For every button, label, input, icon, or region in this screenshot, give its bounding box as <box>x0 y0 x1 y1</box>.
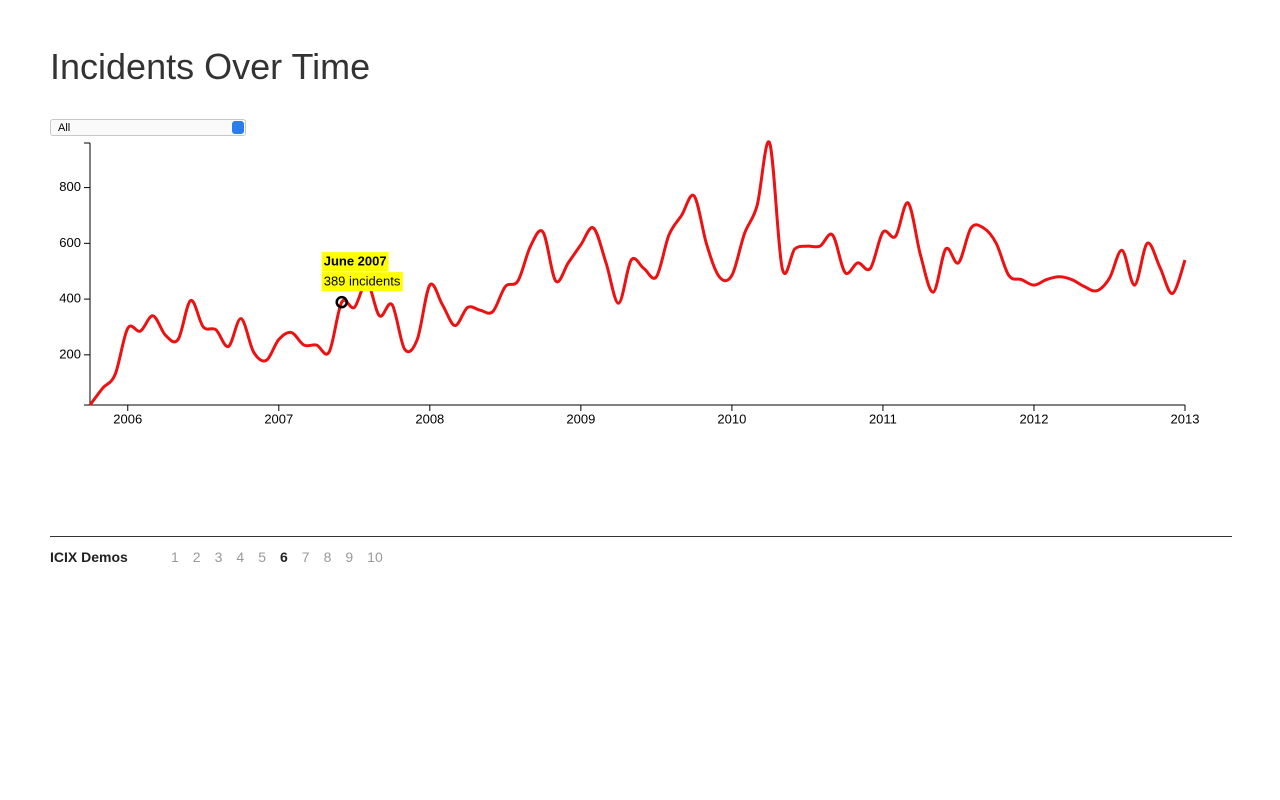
select-stepper <box>232 121 244 134</box>
x-tick-label: 2011 <box>869 411 897 426</box>
page-link[interactable]: 9 <box>345 549 354 565</box>
x-tick-label: 2012 <box>1020 411 1049 426</box>
tooltip-text: 389 incidents <box>324 274 401 289</box>
y-tick-label: 800 <box>59 179 81 194</box>
tooltip-bg <box>321 272 403 292</box>
hover-point <box>335 295 348 309</box>
page-title: Incidents Over Time <box>50 46 371 87</box>
chart: 200 400 600 800 2006 2007 2008 2009 2010 2011 2012… <box>59 140 1200 426</box>
page-link[interactable]: 2 <box>192 549 201 565</box>
page-link[interactable]: 4 <box>236 549 245 565</box>
x-tick-label: 2007 <box>264 411 293 426</box>
x-tick-label: 2006 <box>113 411 142 426</box>
x-tick-label: 2013 <box>1171 411 1200 426</box>
page-link[interactable]: 5 <box>258 549 266 565</box>
series-line <box>88 140 1187 406</box>
y-tick-label: 400 <box>59 291 81 306</box>
page-link[interactable]: 6 <box>279 549 288 565</box>
page-link[interactable]: 7 <box>301 549 310 565</box>
tooltip-bg <box>321 252 389 272</box>
footer-brand: ICIX Demos <box>50 549 128 565</box>
filter-select[interactable]: All <box>50 119 246 136</box>
filter-value: All <box>58 122 71 134</box>
page-link[interactable]: 10 <box>367 549 383 565</box>
x-tick-label: 2008 <box>415 411 444 426</box>
page-link[interactable]: 3 <box>214 549 223 565</box>
page-link[interactable]: 1 <box>171 549 179 565</box>
tooltip: June 2007 389 incidents <box>321 252 403 292</box>
footer-rule <box>50 536 1232 537</box>
x-tick-label: 2010 <box>717 411 746 426</box>
y-tick-label: 600 <box>59 235 81 250</box>
x-tick-label: 2009 <box>566 411 595 426</box>
tooltip-title: June 2007 <box>324 254 387 269</box>
y-tick-label: 200 <box>59 346 81 361</box>
page-link[interactable]: 8 <box>323 549 332 565</box>
